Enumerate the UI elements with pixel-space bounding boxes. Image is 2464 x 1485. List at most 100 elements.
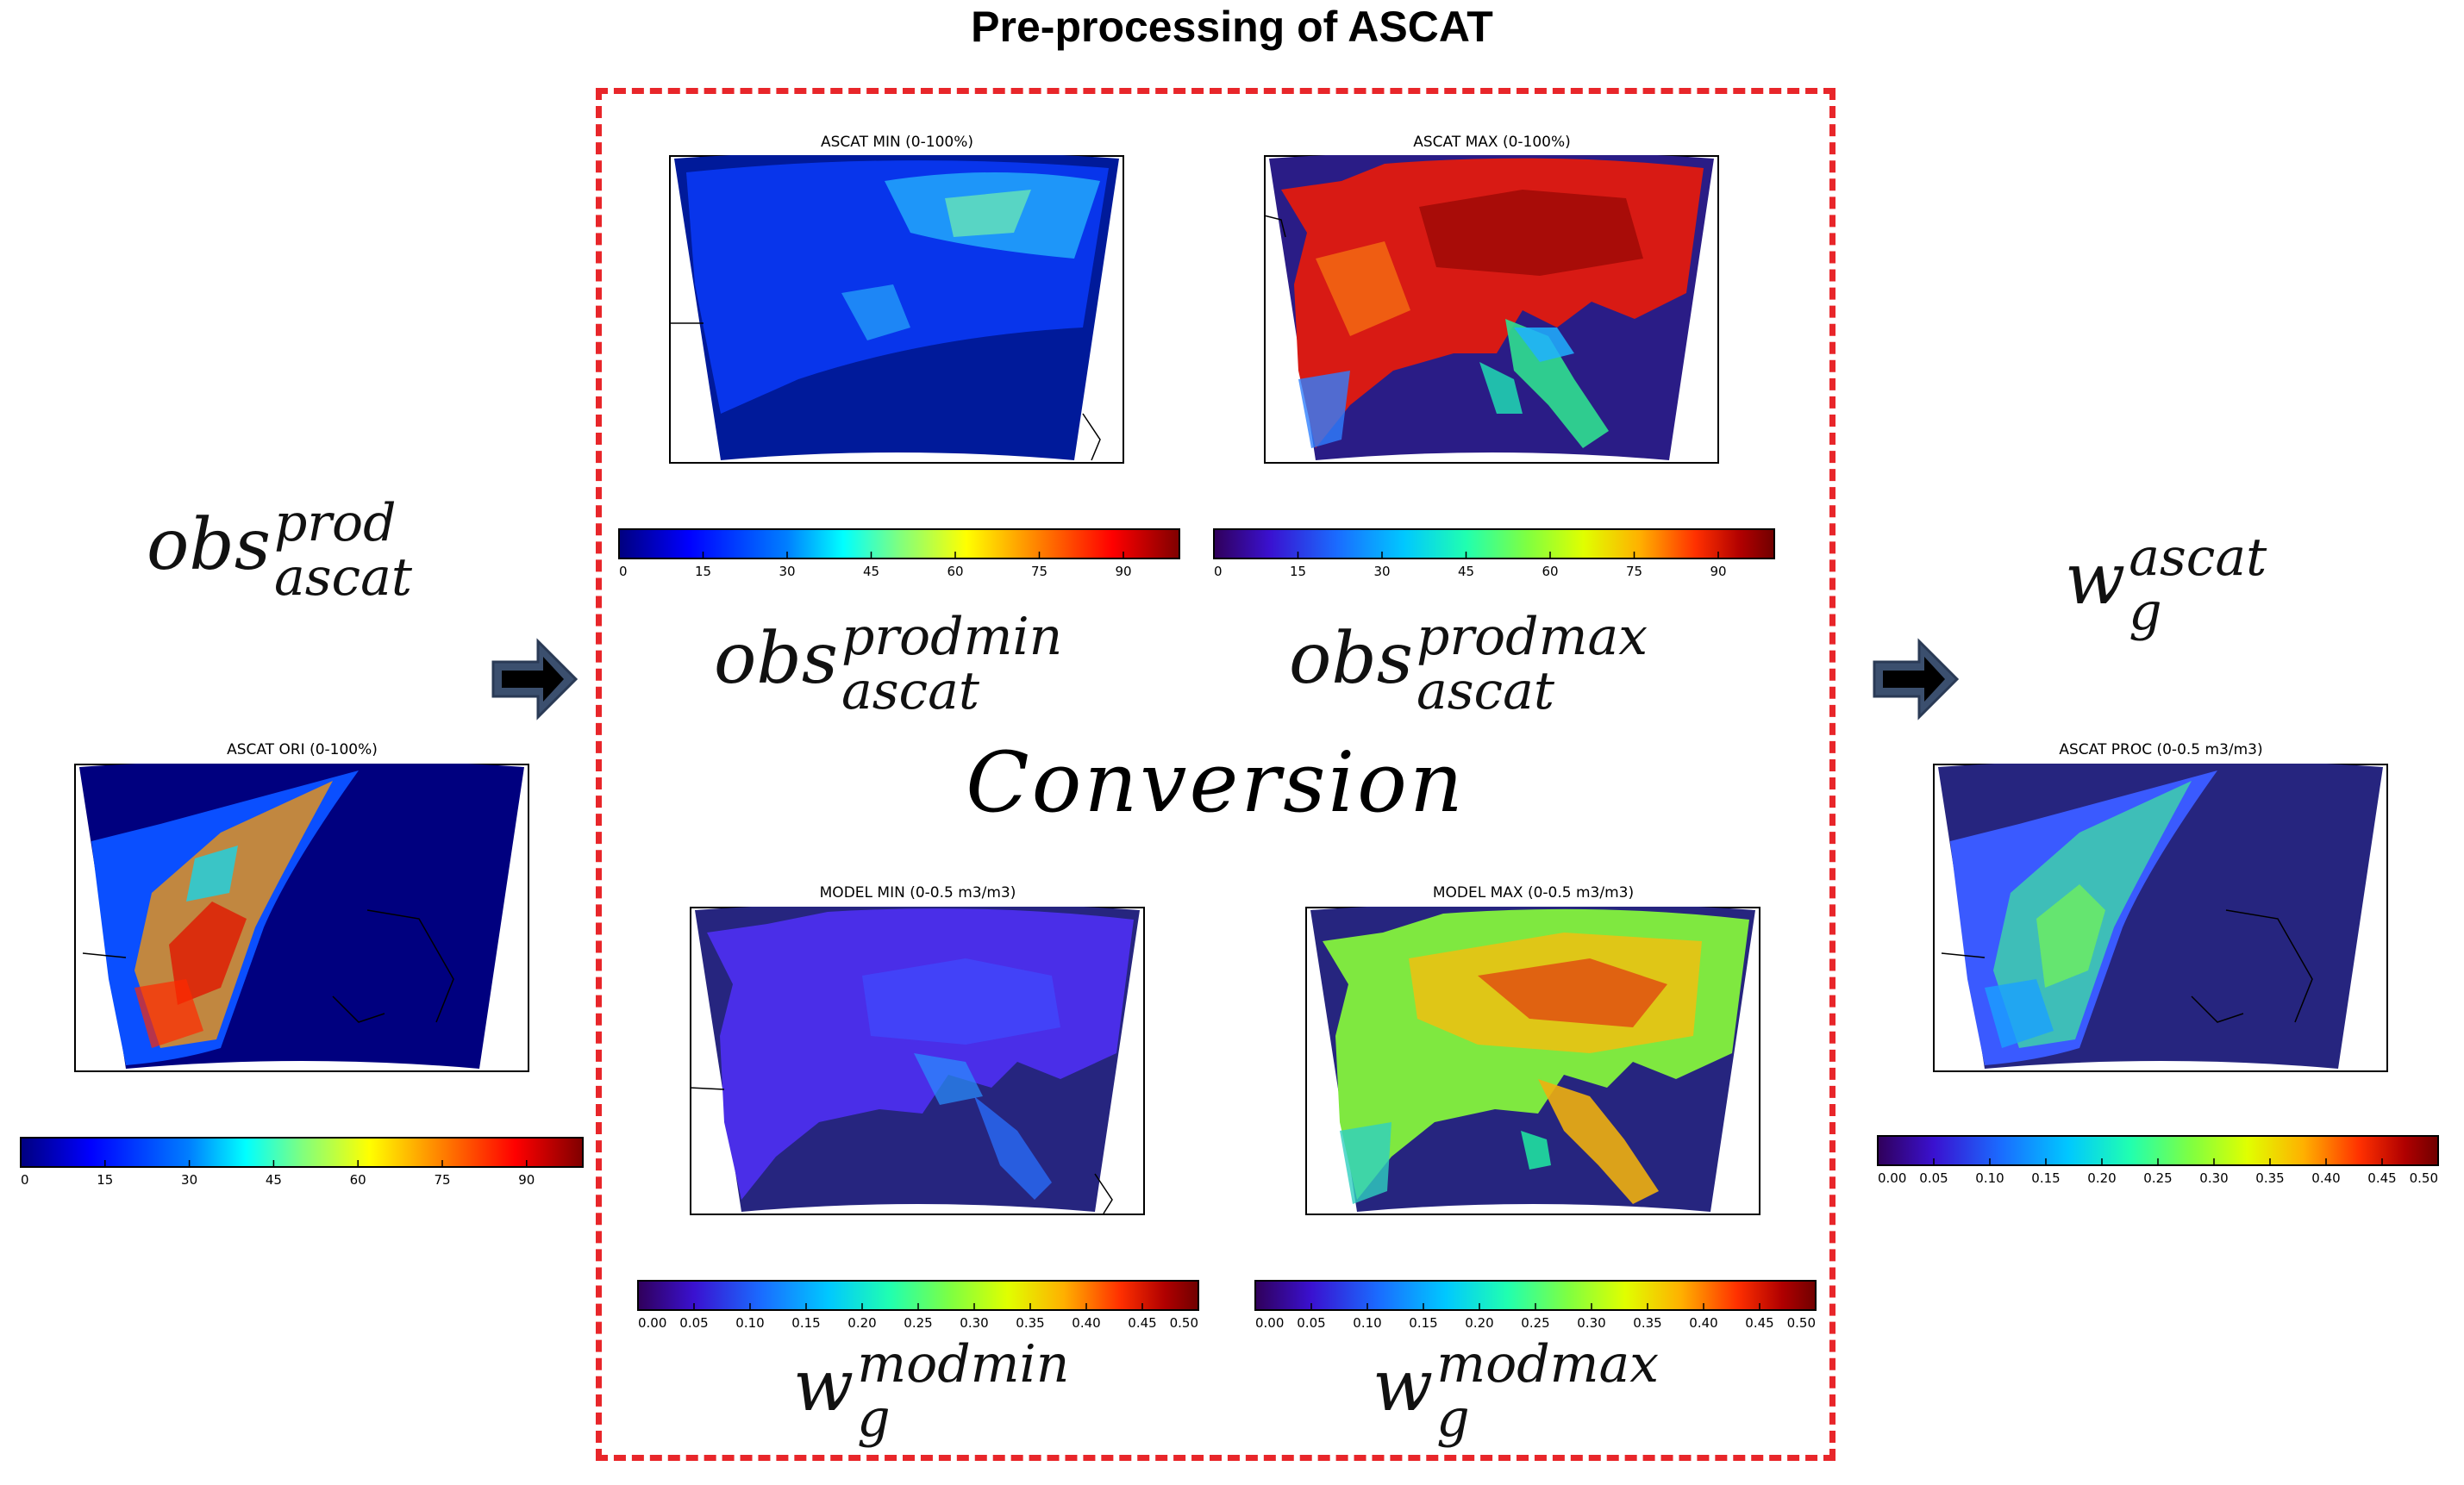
formula-base: obs: [147, 504, 271, 586]
map-title-model-max: MODEL MAX (0-0.5 m3/m3): [1432, 884, 1635, 902]
colorbar-tick-label: 0.50: [1170, 1315, 1198, 1331]
colorbar-ascat-min: 0 15 30 45 60 75 90: [617, 527, 1181, 590]
map-title-ascat-min: ASCAT MIN (0-100%): [820, 134, 973, 151]
colorbar-tick-label: 0.10: [1975, 1170, 2004, 1186]
colorbar-tick-label: 0.00: [638, 1315, 666, 1331]
arrow-right-icon: [491, 638, 578, 721]
formula-sub: g: [857, 1388, 891, 1449]
colorbar-tick-label: 0.25: [904, 1315, 932, 1331]
map-ascat-min: [669, 155, 1124, 464]
colorbar-tick-label: 0: [1214, 564, 1223, 579]
colorbar-tick-label: 0.10: [735, 1315, 764, 1331]
colorbar-tick-label: 0.45: [2367, 1170, 2396, 1186]
colorbar-gradient: [20, 1137, 584, 1168]
colorbar-model-max: 0.00 0.05 0.10 0.15 0.20 0.25 0.30 0.35 0.40 0.45…: [1254, 1279, 1817, 1341]
conversion-label: Conversion: [966, 734, 1466, 831]
colorbar-ascat-ori: 0 15 30 45 60 75 90: [19, 1136, 585, 1198]
colorbar-svg: 0 15 30 45 60 75 90: [1213, 528, 1775, 579]
colorbar-tick-label: 75: [1626, 564, 1642, 579]
formula-sup: modmax: [1436, 1334, 1660, 1395]
colorbar-svg: 0 15 30 45 60 75 90: [20, 1137, 584, 1188]
formula-obs-prodmin: obs prodmin ascat: [714, 610, 1062, 719]
colorbar-tick-label: 0.30: [1577, 1315, 1605, 1331]
colorbar-tick-label: 0.15: [791, 1315, 820, 1331]
colorbar-svg: 0 15 30 45 60 75 90: [618, 528, 1180, 579]
colorbar-tick-label: 0.45: [1128, 1315, 1156, 1331]
colorbar-tick-label: 0.40: [1072, 1315, 1100, 1331]
colorbar-tick-label: 0.20: [847, 1315, 876, 1331]
colorbar-tick-label: 0.35: [2255, 1170, 2284, 1186]
colorbar-tick-label: 30: [181, 1172, 197, 1188]
formula-base: obs: [714, 618, 838, 700]
formula-sub: ascat: [273, 547, 413, 608]
map-title-ascat-ori: ASCAT ORI (0-100%): [227, 741, 378, 758]
formula-sub: g: [1436, 1388, 1470, 1449]
formula-sub: g: [2129, 582, 2162, 642]
map-model-min: [690, 907, 1145, 1215]
formula-sub: ascat: [841, 661, 980, 721]
formula-base: w: [2065, 539, 2126, 621]
colorbar-tick-label: 0.15: [1409, 1315, 1437, 1331]
formula-sup: modmin: [857, 1334, 1070, 1395]
colorbar-tick-label: 15: [97, 1172, 113, 1188]
arrow-right-icon: [1873, 638, 1960, 721]
colorbar-tick-label: 0.25: [2143, 1170, 2172, 1186]
formula-base: w: [1373, 1345, 1434, 1427]
colorbar-tick-label: 90: [1115, 564, 1131, 579]
colorbar-tick-label: 60: [1542, 564, 1558, 579]
colorbar-tick-label: 0.50: [2410, 1170, 2438, 1186]
colorbar-tick-label: 0.40: [1689, 1315, 1717, 1331]
colorbar-tick-label: 0.10: [1353, 1315, 1381, 1331]
colorbar-tick-label: 0.05: [1297, 1315, 1325, 1331]
colorbar-tick-label: 30: [779, 564, 795, 579]
colorbar-svg: 0.00 0.05 0.10 0.15 0.20 0.25 0.30 0.35 0.40 0.45…: [1877, 1135, 2439, 1186]
colorbar-svg: 0.00 0.05 0.10 0.15 0.20 0.25 0.30 0.35 0.40 0.45…: [1254, 1280, 1817, 1331]
map-ascat-proc: [1933, 764, 2388, 1072]
colorbar-tick-label: 45: [1458, 564, 1474, 579]
colorbar-ascat-proc: 0.00 0.05 0.10 0.15 0.20 0.25 0.30 0.35 0.40 0.45…: [1876, 1134, 2440, 1196]
colorbar-tick-label: 0.05: [679, 1315, 708, 1331]
colorbar-tick-label: 0.40: [2311, 1170, 2340, 1186]
map-model-max: [1305, 907, 1760, 1215]
colorbar-tick-label: 45: [863, 564, 879, 579]
colorbar-ascat-max: 0 15 30 45 60 75 90: [1212, 527, 1776, 590]
pre-processing-region: [596, 88, 1835, 1461]
colorbar-tick-label: 30: [1373, 564, 1390, 579]
formula-sup: ascat: [2129, 527, 2267, 588]
map-title-model-min: MODEL MIN (0-0.5 m3/m3): [819, 884, 1016, 902]
colorbar-gradient: [1213, 528, 1775, 559]
colorbar-tick-label: 15: [695, 564, 711, 579]
formula-obs-prodmax: obs prodmax ascat: [1289, 610, 1648, 719]
colorbar-tick-label: 0.20: [1465, 1315, 1493, 1331]
colorbar-tick-label: 0.00: [1878, 1170, 1906, 1186]
colorbar-tick-label: 0.30: [2199, 1170, 2228, 1186]
map-title-ascat-max: ASCAT MAX (0-100%): [1413, 134, 1571, 151]
colorbar-tick-label: 75: [434, 1172, 450, 1188]
colorbar-tick-label: 0: [619, 564, 628, 579]
map-title-ascat-proc: ASCAT PROC (0-0.5 m3/m3): [2059, 741, 2263, 758]
formula-base: w: [793, 1345, 854, 1427]
formula-sup: prodmax: [1416, 607, 1648, 667]
colorbar-tick-label: 0.20: [2087, 1170, 2116, 1186]
colorbar-model-min: 0.00 0.05 0.10 0.15 0.20 0.25 0.30 0.35 0.40 0.45…: [636, 1279, 1200, 1341]
formula-base: obs: [1289, 618, 1413, 700]
formula-obs-prod: obs prod ascat: [147, 496, 412, 605]
colorbar-tick-label: 60: [947, 564, 963, 579]
colorbar-tick-label: 0.35: [1016, 1315, 1044, 1331]
formula-wg-modmax: w modmax g: [1373, 1338, 1659, 1446]
colorbar-tick-label: 0.50: [1787, 1315, 1816, 1331]
colorbar-tick-label: 0.35: [1633, 1315, 1661, 1331]
map-ascat-max: [1264, 155, 1719, 464]
formula-wg-ascat: w ascat g: [2065, 531, 2267, 640]
map-ascat-ori: [74, 764, 529, 1072]
colorbar-tick-label: 0.45: [1745, 1315, 1773, 1331]
colorbar-tick-label: 0: [21, 1172, 29, 1188]
colorbar-tick-label: 75: [1031, 564, 1048, 579]
colorbar-tick-label: 45: [266, 1172, 282, 1188]
colorbar-tick-label: 0.30: [960, 1315, 988, 1331]
colorbar-tick-label: 90: [1710, 564, 1726, 579]
formula-sup: prod: [273, 493, 397, 553]
colorbar-tick-label: 0.05: [1919, 1170, 1948, 1186]
colorbar-tick-label: 0.00: [1255, 1315, 1284, 1331]
colorbar-tick-label: 90: [518, 1172, 535, 1188]
